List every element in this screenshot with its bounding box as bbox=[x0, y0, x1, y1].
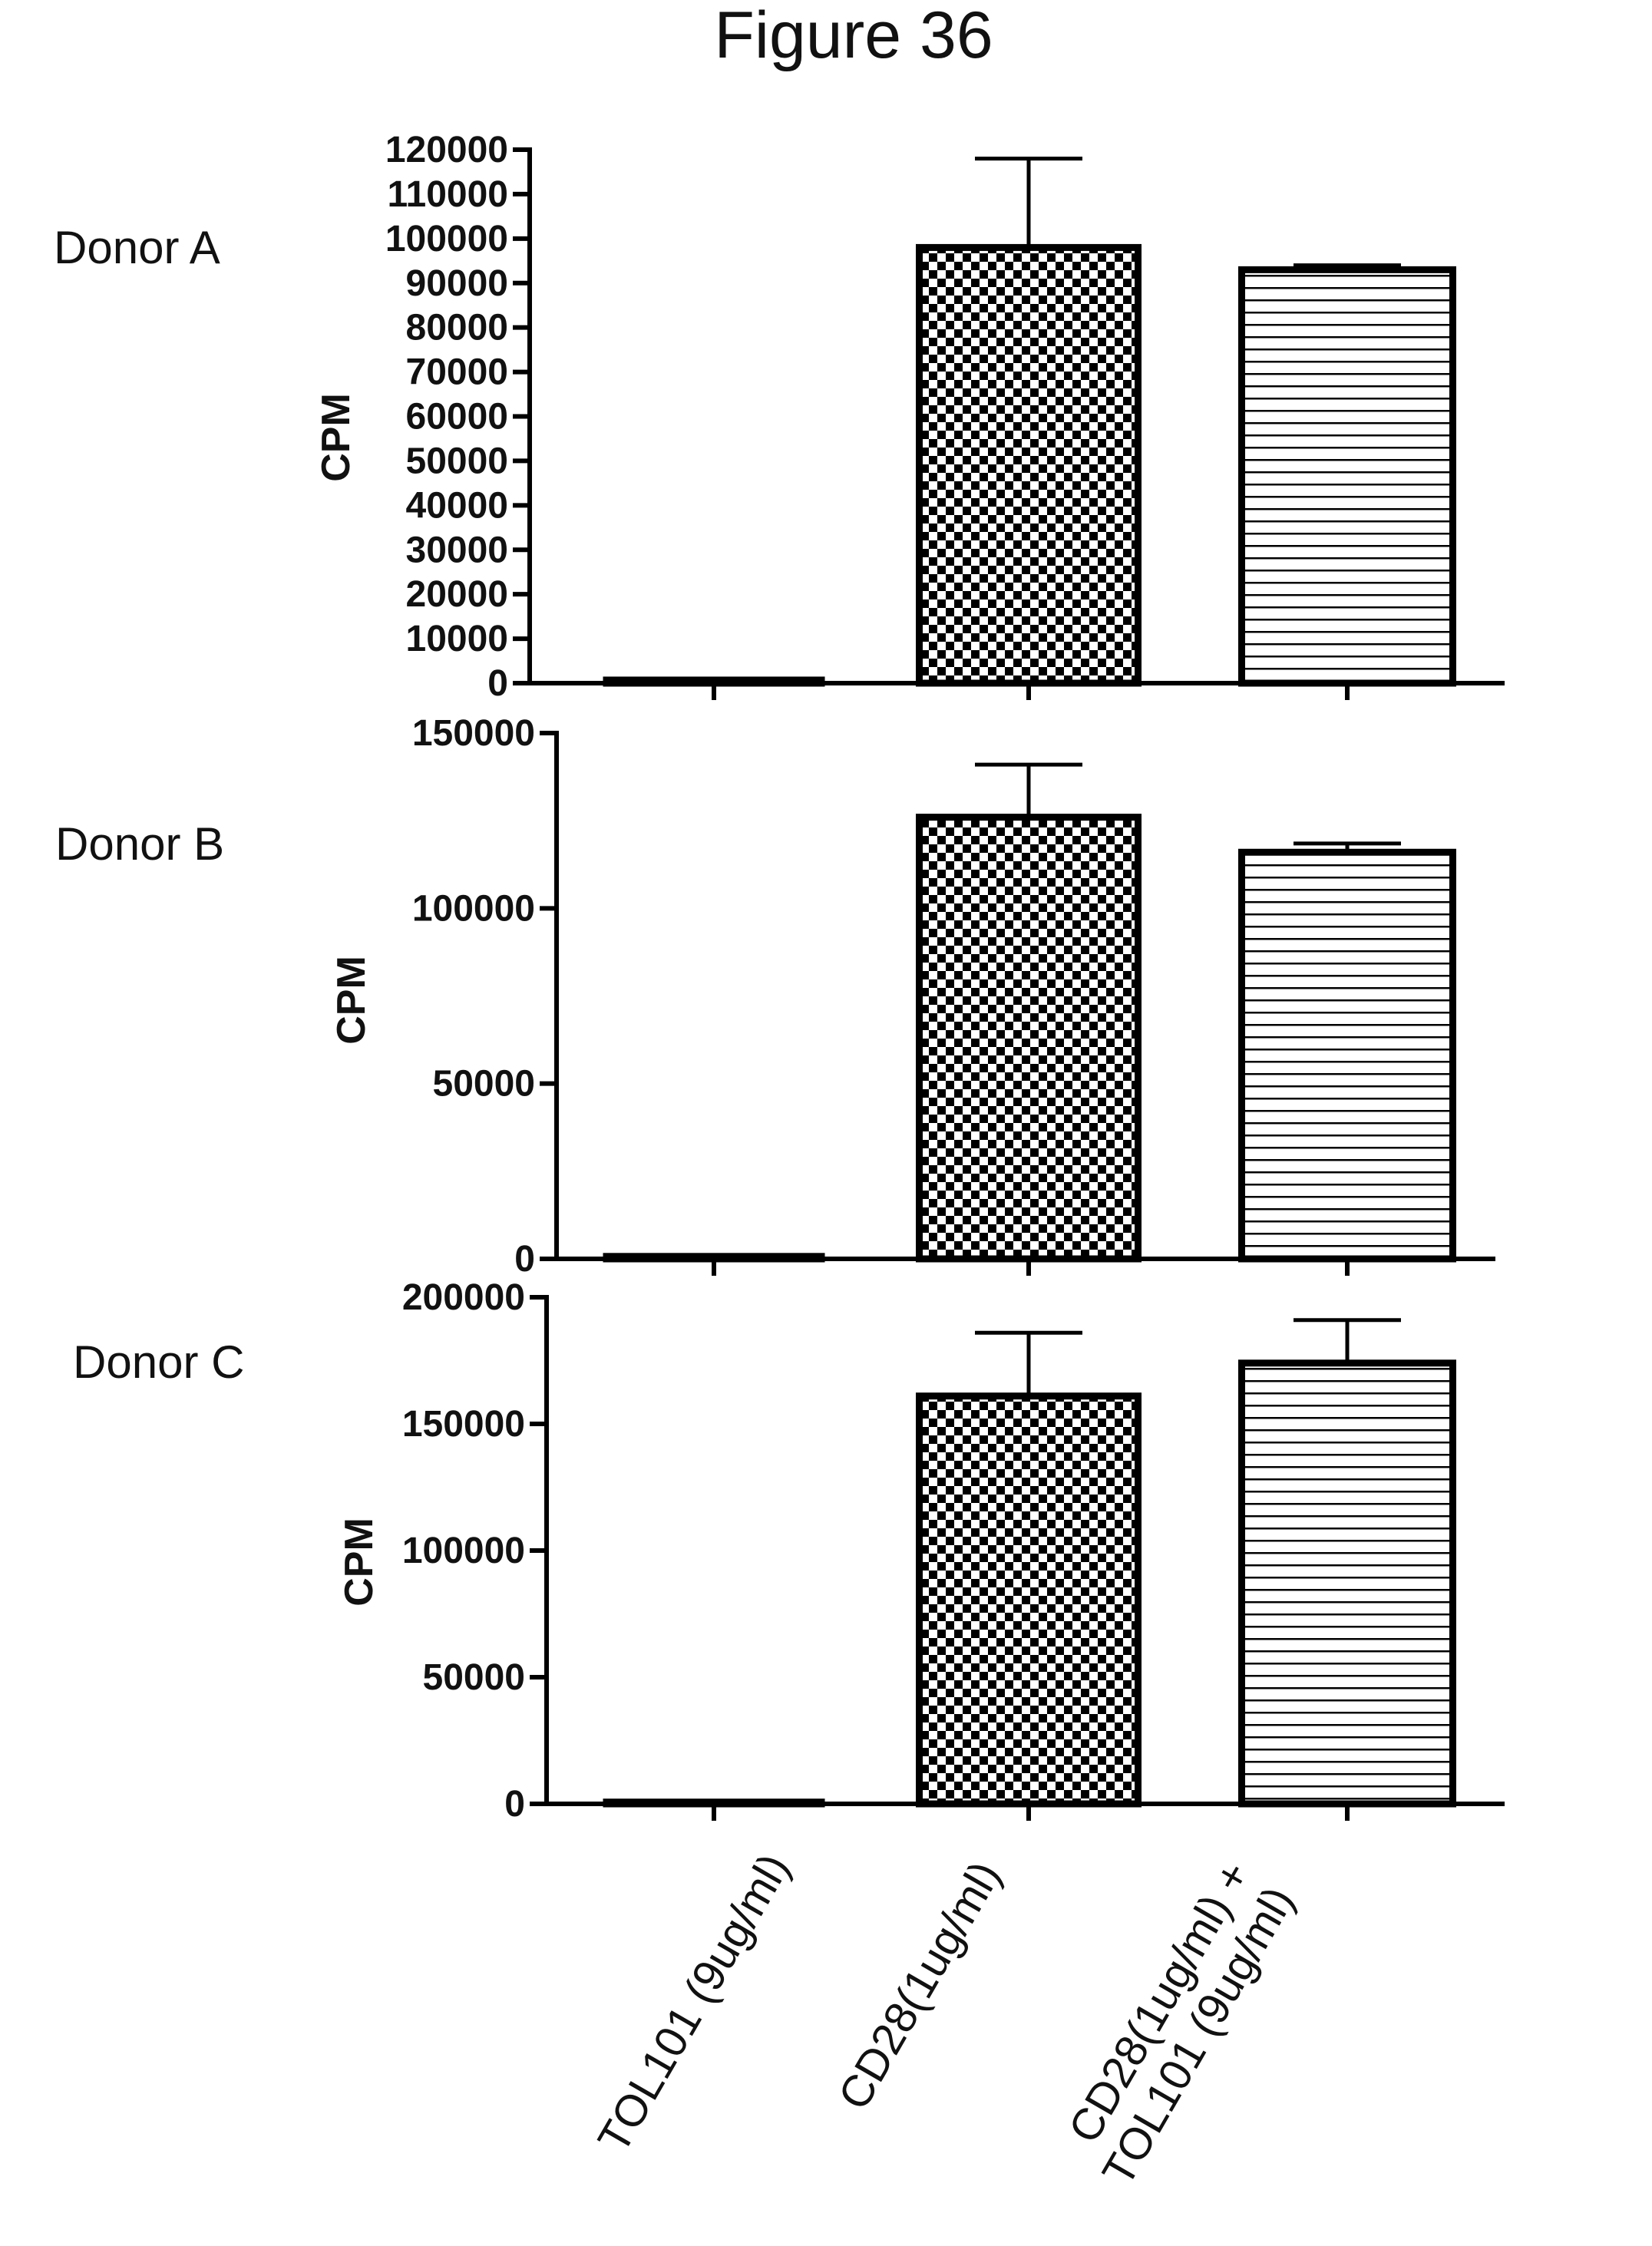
y-tick-label: 0 bbox=[504, 1784, 525, 1825]
y-tick-label: 50000 bbox=[433, 1064, 535, 1105]
panel-label: Donor B bbox=[55, 818, 224, 870]
bar bbox=[606, 1802, 821, 1804]
y-tick-label: 100000 bbox=[385, 219, 508, 259]
category-labels: TOL101 (9ug/ml)CD28(1ug/ml)CD28(1ug/ml) … bbox=[588, 1845, 1303, 2194]
x-category-label: TOL101 (9ug/ml) bbox=[588, 1845, 799, 2161]
chart-panel-2: Donor B CPM 0 50000 100000 150000 bbox=[55, 713, 1495, 1280]
y-tick-label: 40000 bbox=[406, 485, 508, 526]
bar bbox=[920, 247, 1138, 683]
y-tick-label: 60000 bbox=[406, 397, 508, 438]
y-tick-label: 150000 bbox=[402, 1404, 525, 1445]
chart-panel-1: Donor A CPM 010000200003000040000500006000… bbox=[54, 130, 1505, 704]
y-axis-label: CPM bbox=[329, 956, 374, 1045]
y-axis-label: CPM bbox=[314, 393, 358, 482]
y-tick-label: 110000 bbox=[387, 174, 508, 215]
figure-title: Figure 36 bbox=[714, 0, 993, 72]
bar bbox=[1242, 269, 1453, 683]
bar bbox=[606, 1257, 821, 1259]
x-category-label-line: CD28(1ug/ml) bbox=[828, 1853, 1010, 2118]
y-tick-label: 50000 bbox=[406, 441, 508, 481]
x-category-label: CD28(1ug/ml) bbox=[828, 1853, 1010, 2118]
y-tick-label: 50000 bbox=[423, 1657, 525, 1698]
bar bbox=[1242, 1363, 1453, 1804]
bar bbox=[1242, 852, 1453, 1259]
y-tick-label: 100000 bbox=[412, 888, 535, 929]
panel-label: Donor C bbox=[73, 1336, 244, 1388]
y-tick-label: 90000 bbox=[406, 263, 508, 304]
y-tick-label: 30000 bbox=[406, 530, 508, 570]
x-category-label-line: TOL101 (9ug/ml) bbox=[588, 1845, 799, 2161]
bar bbox=[606, 680, 821, 683]
chart-panels: Donor ACPM010000200003000040000500006000… bbox=[54, 130, 1505, 1825]
panel-label: Donor A bbox=[54, 222, 220, 273]
y-tick-label: 120000 bbox=[385, 130, 508, 170]
x-category-label: CD28(1ug/ml) +TOL101 (9ug/ml) bbox=[1049, 1853, 1303, 2194]
bar bbox=[920, 1396, 1138, 1804]
y-axis-label: CPM bbox=[337, 1518, 382, 1607]
y-tick-label: 10000 bbox=[406, 619, 508, 659]
y-tick-label: 100000 bbox=[402, 1531, 525, 1571]
y-tick-label: 0 bbox=[514, 1239, 535, 1280]
y-tick-label: 200000 bbox=[402, 1277, 525, 1318]
bar bbox=[920, 817, 1138, 1259]
y-tick-label: 80000 bbox=[406, 308, 508, 348]
y-tick-label: 150000 bbox=[412, 713, 535, 754]
y-tick-label: 20000 bbox=[406, 574, 508, 615]
y-tick-label: 0 bbox=[487, 663, 508, 704]
chart-panel-3: Donor C CPM 0 50000 100000 150000 200000 bbox=[73, 1277, 1505, 1825]
y-tick-label: 70000 bbox=[406, 352, 508, 393]
